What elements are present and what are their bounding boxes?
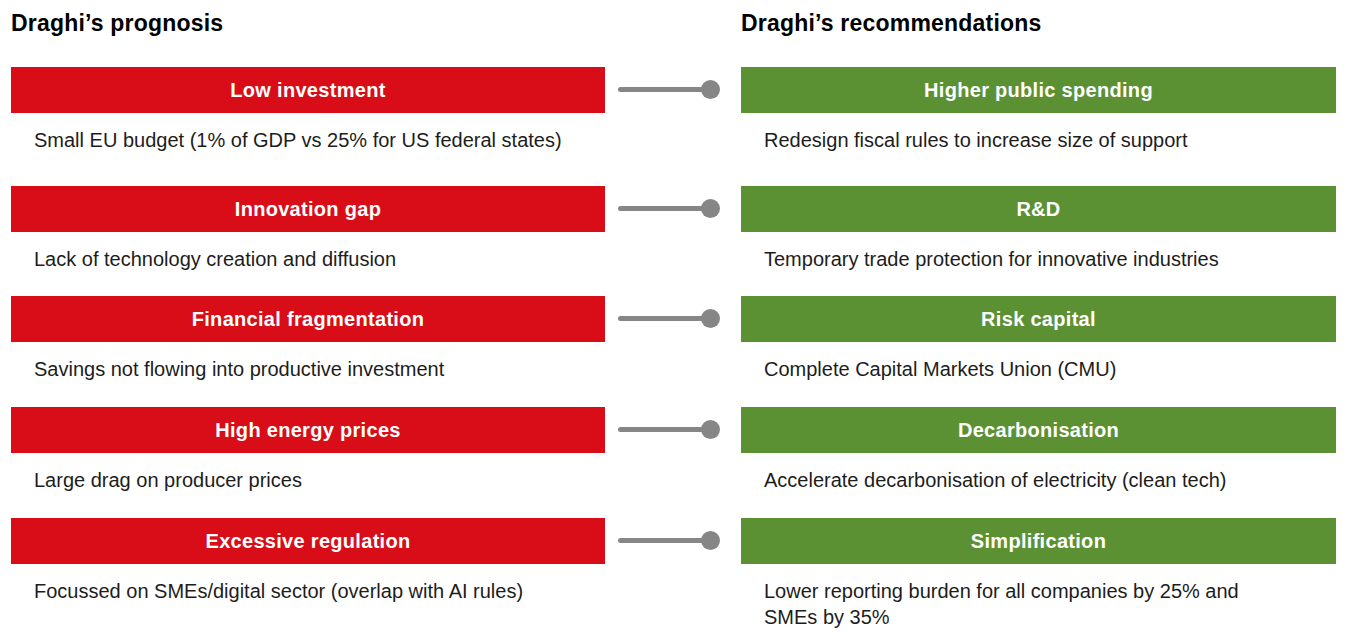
diagram-row: High energy prices Large drag on produce… (0, 407, 1353, 517)
connector-line (618, 87, 712, 92)
connector-line (618, 316, 712, 321)
diagram-row: Financial fragmentation Savings not flow… (0, 296, 1353, 406)
diagram-row: Excessive regulation Focussed on SMEs/di… (0, 518, 1353, 628)
recommendation-description: Accelerate decarbonisation of electricit… (764, 467, 1289, 493)
prognosis-box-label: Financial fragmentation (192, 308, 425, 331)
prognosis-description: Focussed on SMEs/digital sector (overlap… (34, 578, 604, 604)
prognosis-box-label: High energy prices (215, 419, 400, 442)
prognosis-description: Large drag on producer prices (34, 467, 604, 493)
recommendation-box: Decarbonisation (741, 407, 1336, 453)
prognosis-box: Low investment (11, 67, 605, 113)
recommendations-column-header: Draghi’s recommendations (741, 10, 1041, 37)
recommendation-description: Lower reporting burden for all companies… (764, 578, 1289, 630)
connector-dot (701, 80, 720, 99)
prognosis-box-label: Excessive regulation (206, 530, 411, 553)
prognosis-description: Small EU budget (1% of GDP vs 25% for US… (34, 127, 604, 153)
connector-dot (701, 531, 720, 550)
prognosis-column-header: Draghi’s prognosis (11, 10, 223, 37)
connector-dot (701, 309, 720, 328)
recommendation-box-label: Higher public spending (924, 79, 1153, 102)
diagram-row: Innovation gap Lack of technology creati… (0, 186, 1353, 296)
connector-line (618, 206, 712, 211)
connector-line (618, 427, 712, 432)
draghi-prognosis-recommendations-diagram: Draghi’s prognosis Draghi’s recommendati… (0, 0, 1353, 633)
diagram-row: Low investment Small EU budget (1% of GD… (0, 67, 1353, 177)
recommendation-description: Temporary trade protection for innovativ… (764, 246, 1289, 272)
connector-dot (701, 199, 720, 218)
recommendation-description: Complete Capital Markets Union (CMU) (764, 356, 1289, 382)
prognosis-box: High energy prices (11, 407, 605, 453)
recommendation-box-label: Simplification (971, 530, 1106, 553)
recommendation-box: Risk capital (741, 296, 1336, 342)
recommendation-box-label: Decarbonisation (958, 419, 1119, 442)
recommendation-box-label: Risk capital (981, 308, 1096, 331)
recommendation-box-label: R&D (1016, 198, 1060, 221)
connector-dot (701, 420, 720, 439)
recommendation-description: Redesign fiscal rules to increase size o… (764, 127, 1289, 153)
prognosis-description: Savings not flowing into productive inve… (34, 356, 604, 382)
recommendation-box: R&D (741, 186, 1336, 232)
prognosis-box-label: Low investment (230, 79, 385, 102)
recommendation-box: Simplification (741, 518, 1336, 564)
prognosis-box: Excessive regulation (11, 518, 605, 564)
prognosis-box-label: Innovation gap (235, 198, 381, 221)
prognosis-box: Financial fragmentation (11, 296, 605, 342)
connector-line (618, 538, 712, 543)
prognosis-description: Lack of technology creation and diffusio… (34, 246, 604, 272)
prognosis-box: Innovation gap (11, 186, 605, 232)
recommendation-box: Higher public spending (741, 67, 1336, 113)
